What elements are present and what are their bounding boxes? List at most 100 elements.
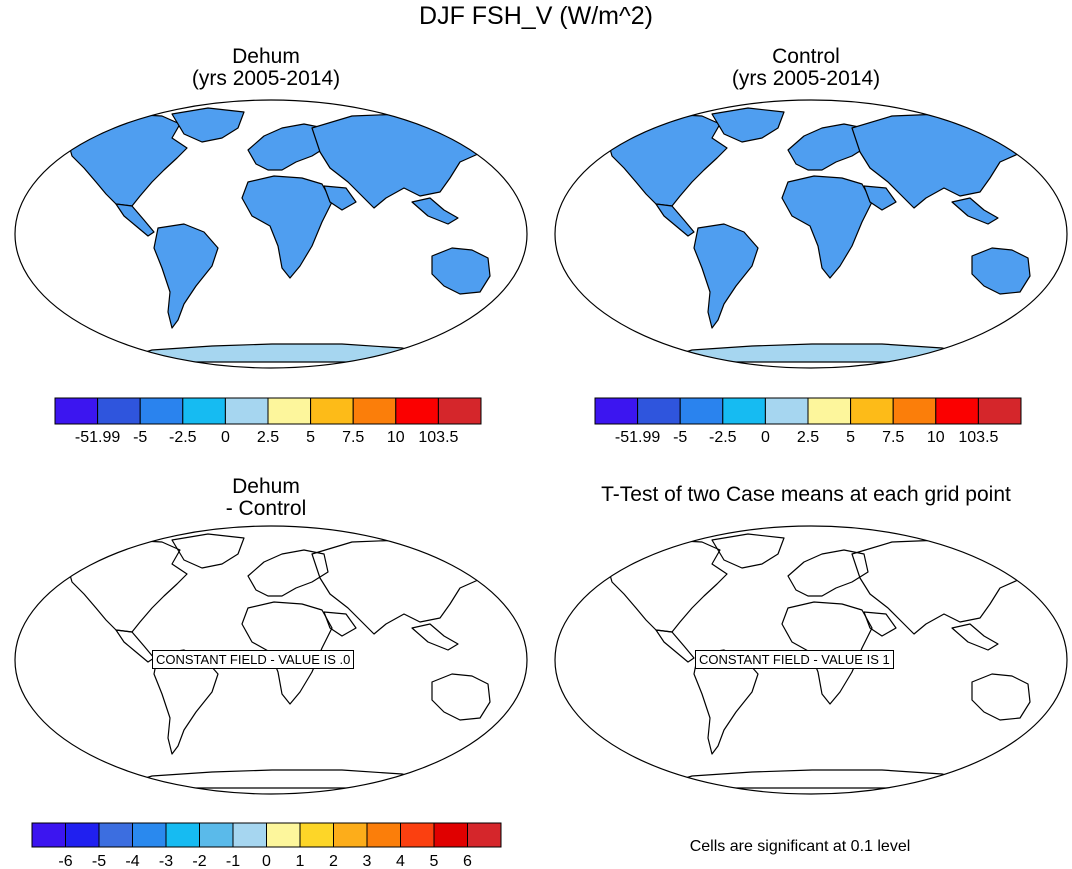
landmass-southeast-asia [411,623,459,651]
landmass-greenland [171,533,245,569]
colorbar-swatch [366,822,401,848]
colorbar-tick-label: 2.5 [797,429,819,446]
figure-title: DJF FSH_V (W/m^2) [419,2,653,30]
colorbar-tick-label: -5 [133,429,147,446]
landmass-central-america [115,629,155,663]
colorbar-tick-label: 3 [363,853,372,869]
panel-title-line2: (yrs 2005-2014) [731,67,881,90]
panel-title-line1: Dehum [232,475,300,498]
colorbar-tick-label: 7.5 [882,429,904,446]
colorbar-swatch [65,822,100,848]
colorbar-swatch [232,822,267,848]
colorbar-tick-label: -2.5 [709,429,737,446]
colorbar-tick-label: 0 [221,429,230,446]
panel-title-line2: (yrs 2005-2014) [191,67,341,90]
colorbar-tick-label: 4 [396,853,405,869]
map-border [14,99,528,369]
colorbar-tick-label: 1 [296,853,305,869]
landmass-central-america [115,203,155,237]
colorbar-tick-label: 2 [329,853,338,869]
landmass-north-america [66,113,188,207]
landmass-antarctica [119,343,433,363]
map-border [14,525,528,795]
colorbar-tick-label: 103.5 [958,429,998,446]
constant-field-label-ttest: CONSTANT FIELD - VALUE IS 1 [695,650,894,669]
panel-title-dehum: Dehum (yrs 2005-2014) [12,46,520,90]
landmass-southeast-asia [411,197,459,225]
colorbar-swatch [165,822,200,848]
colorbar-swatch [433,822,468,848]
colorbar-tick-label: 6 [463,853,472,869]
landmass-southeast-asia [951,623,999,651]
landmass-antarctica [119,769,433,789]
colorbar-swatch [679,397,724,425]
constant-field-label-difference: CONSTANT FIELD - VALUE IS .0 [152,650,355,669]
landmass-africa [781,601,873,705]
colorbar-tick-label: 2.5 [257,429,279,446]
panel-title-line1: Control [772,45,840,68]
colorbar-swatch [935,397,979,425]
colorbar-tick-label: 5 [846,429,855,446]
colorbar-swatch [764,397,809,425]
landmass-australia [431,673,491,721]
colorbar-tick-label: -5 [92,853,106,869]
colorbar-control: -51.99 -5 -2.5 0 2.5 5 7.5 10 103.5 [594,397,1022,446]
colorbar-swatch [310,397,354,425]
colorbar-swatch [54,397,99,425]
colorbar-tick-label: -2 [192,853,206,869]
colorbar-swatch [97,397,141,425]
panel-title-line2: - Control [225,497,307,520]
landmass-south-america [693,223,759,329]
colorbar-tick-label: -6 [58,853,72,869]
colorbar-tick-label: 103.5 [418,429,458,446]
landmass-southeast-asia [951,197,999,225]
colorbar-tick-label: 0 [761,429,770,446]
landmass-arabia [863,185,897,211]
colorbar-tick-label: -2.5 [169,429,197,446]
colorbar-tick-label: 5 [306,429,315,446]
colorbar-tick-label: 10 [387,429,405,446]
landmass-africa [781,175,873,279]
colorbar-swatch [98,822,133,848]
landmass-arabia [323,185,357,211]
colorbar-swatch [437,397,482,425]
colorbar-swatch [637,397,681,425]
colorbar-tick-label: 5 [430,853,439,869]
panel-title-difference: Dehum - Control [12,476,520,520]
colorbar-swatch [395,397,439,425]
colorbar-swatch [594,397,639,425]
colorbar-swatch [467,822,502,848]
colorbar-swatch [31,822,66,848]
map-border [554,99,1068,369]
landmass-antarctica [659,343,973,363]
colorbar-swatch [977,397,1022,425]
colorbar-swatch [199,822,234,848]
landmass-arabia [863,611,897,637]
colorbar-swatch [132,822,167,848]
colorbar-swatch [352,397,397,425]
landmass-north-america [66,539,188,633]
landmass-australia [971,247,1031,295]
landmass-south-america [153,223,219,329]
panel-title-ttest: T-Test of two Case means at each grid po… [601,483,1011,506]
colorbar-tick-label: -3 [159,853,173,869]
colorbar-tick-label: -5 [673,429,687,446]
colorbar-tick-label: -4 [125,853,139,869]
landmass-north-america [606,113,728,207]
colorbar-swatch [299,822,334,848]
colorbar-swatch [182,397,226,425]
landmass-africa [241,601,333,705]
panel-title-line1: Dehum [232,45,300,68]
landmass-arabia [323,611,357,637]
colorbar-tick-label: -1 [226,853,240,869]
landmass-central-america [655,203,695,237]
colorbar-swatch [400,822,435,848]
colorbar-swatch [333,822,368,848]
colorbar-tick-label: -51.99 [75,429,120,446]
landmass-australia [431,247,491,295]
landmass-greenland [711,107,785,143]
landmass-greenland [711,533,785,569]
colorbar-tick-label: 7.5 [342,429,364,446]
colorbar-swatch [807,397,852,425]
colorbar-swatch [266,822,301,848]
